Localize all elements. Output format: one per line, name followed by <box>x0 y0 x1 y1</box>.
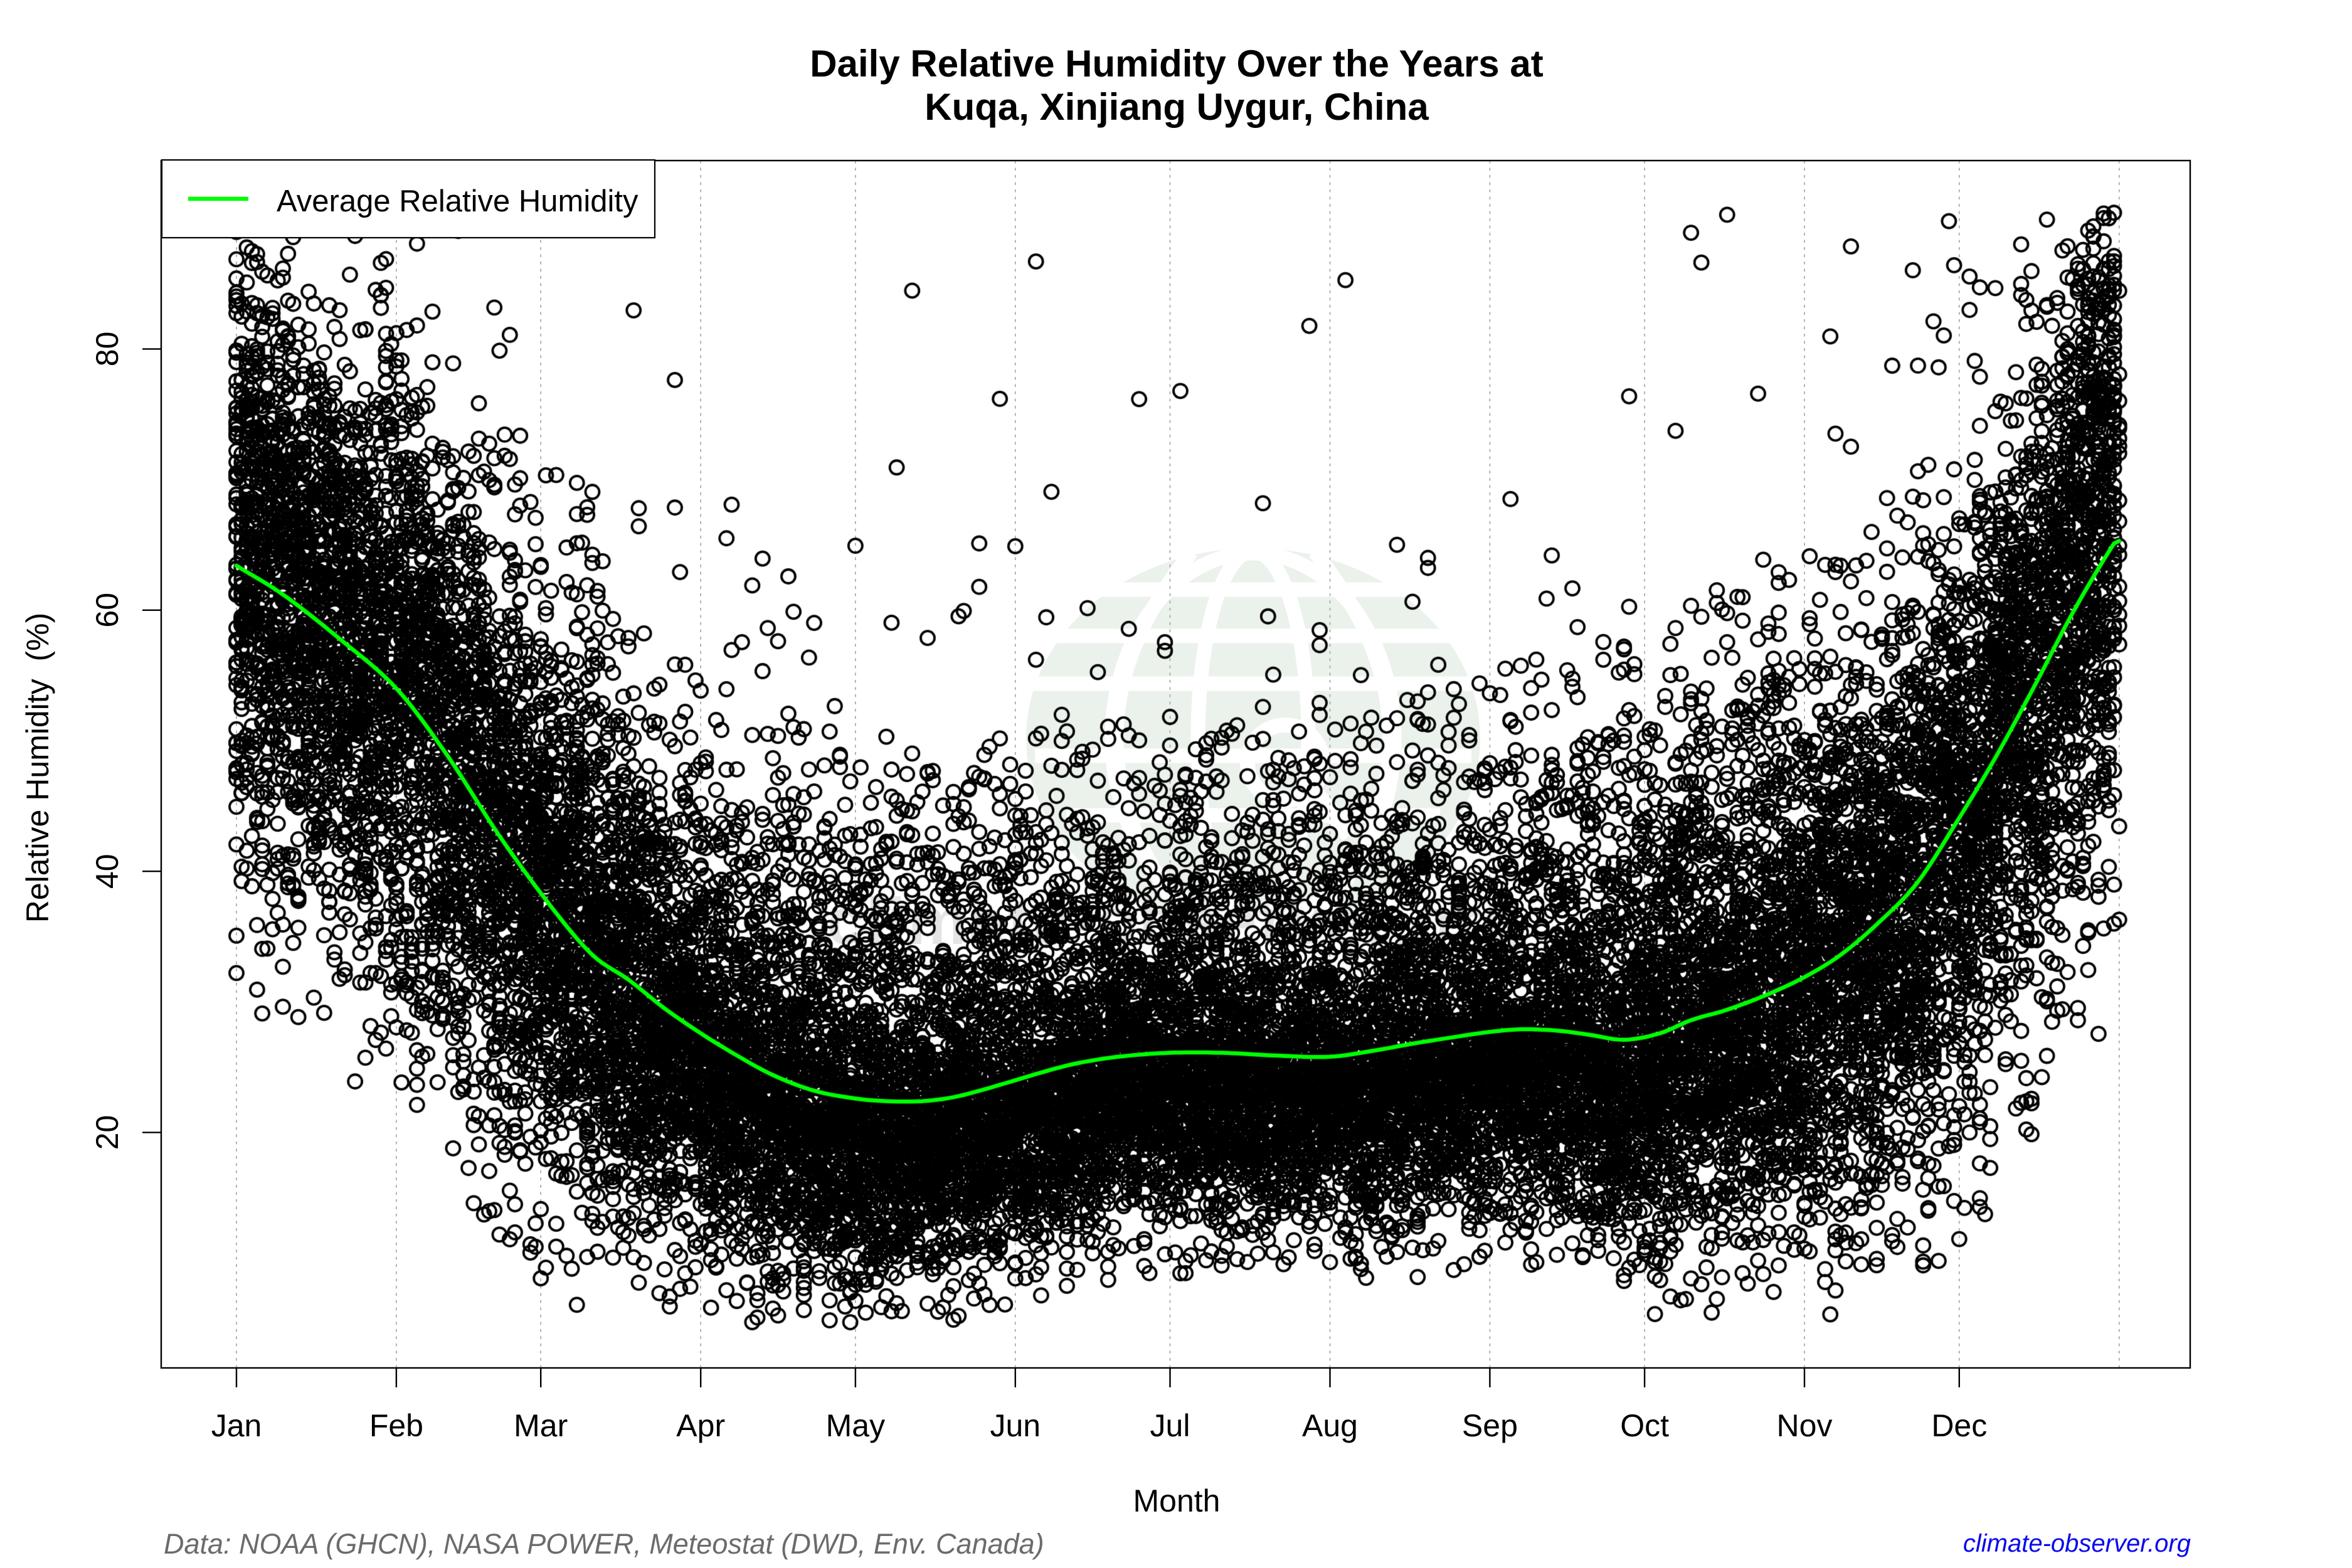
svg-text:40: 40 <box>90 854 125 889</box>
svg-text:Relative Humidity (%): Relative Humidity (%) <box>20 613 55 923</box>
svg-text:Dec: Dec <box>1931 1408 1987 1443</box>
svg-text:Data: NOAA (GHCN), NASA POWER,: Data: NOAA (GHCN), NASA POWER, Meteostat… <box>164 1528 1044 1560</box>
svg-text:Jan: Jan <box>211 1408 262 1443</box>
svg-text:Apr: Apr <box>676 1408 725 1443</box>
svg-text:Daily Relative Humidity Over t: Daily Relative Humidity Over the Years a… <box>810 43 1543 85</box>
svg-text:Oct: Oct <box>1620 1408 1669 1443</box>
svg-text:May: May <box>826 1408 885 1443</box>
svg-text:Aug: Aug <box>1302 1408 1358 1443</box>
svg-text:20: 20 <box>90 1115 125 1150</box>
svg-text:Month: Month <box>1133 1483 1221 1518</box>
svg-text:Mar: Mar <box>514 1408 568 1443</box>
svg-text:Average Relative Humidity: Average Relative Humidity <box>277 184 638 218</box>
svg-text:Jun: Jun <box>990 1408 1041 1443</box>
svg-text:80: 80 <box>90 332 125 367</box>
svg-text:Jul: Jul <box>1150 1408 1190 1443</box>
svg-text:Nov: Nov <box>1777 1408 1833 1443</box>
svg-text:Feb: Feb <box>369 1408 423 1443</box>
svg-text:climate-observer.org: climate-observer.org <box>1963 1530 2191 1557</box>
svg-text:Kuqa, Xinjiang Uygur, China: Kuqa, Xinjiang Uygur, China <box>924 86 1429 128</box>
svg-text:Sep: Sep <box>1462 1408 1518 1443</box>
svg-text:60: 60 <box>90 593 125 628</box>
